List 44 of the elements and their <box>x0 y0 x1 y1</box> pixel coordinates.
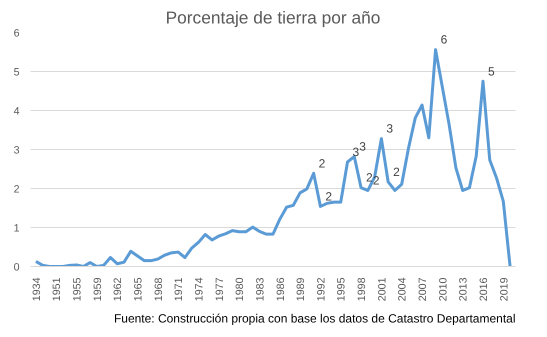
x-tick-label: 2004 <box>396 277 409 302</box>
data-label: 3 <box>359 140 366 154</box>
x-tick-label: 1989 <box>295 277 308 302</box>
x-tick-label: 1959 <box>92 277 104 302</box>
data-label: 3 <box>386 122 394 136</box>
x-tick-label: 2016 <box>478 277 490 302</box>
chart-title: Porcentaje de tierra por año <box>166 8 380 28</box>
x-tick-label: 1951 <box>51 277 64 302</box>
x-tick-label: 1968 <box>152 277 165 302</box>
x-tick-label: 1974 <box>193 277 206 302</box>
x-tick-label: 1965 <box>132 277 145 302</box>
y-tick-label: 1 <box>14 222 20 234</box>
x-tick-label: 2007 <box>417 277 430 302</box>
data-label: 2 <box>318 156 326 170</box>
x-tick-label: 1971 <box>173 277 186 302</box>
y-tick-label: 0 <box>14 262 20 274</box>
x-tick-label: 2010 <box>437 277 450 302</box>
x-tick-label: 1962 <box>112 277 124 302</box>
y-tick-label: 3 <box>14 144 20 156</box>
x-tick-label: 1995 <box>336 277 348 302</box>
data-label: 2 <box>393 164 400 179</box>
x-tick-label: 1983 <box>254 277 266 302</box>
data-label: 6 <box>440 32 448 47</box>
source-note: Fuente: Construcción propia con base los datos de Catastro Departamental <box>114 312 516 326</box>
data-label: 2 <box>325 189 332 204</box>
x-tick-label: 1980 <box>234 277 246 302</box>
x-tick-label: 1955 <box>72 277 84 302</box>
line-series <box>34 48 512 266</box>
x-tick-label: 1998 <box>356 277 368 302</box>
x-tick-label: 2001 <box>376 277 388 302</box>
x-tick-label: 1992 <box>315 277 328 302</box>
y-tick-label: 4 <box>14 106 20 118</box>
x-tick-label: 1986 <box>274 277 287 302</box>
x-tick-label: 2013 <box>458 277 470 302</box>
data-label: 2 <box>366 170 374 185</box>
data-label: 2 <box>372 173 380 188</box>
y-tick-label: 5 <box>14 66 20 78</box>
x-tick-label: 1977 <box>214 277 226 302</box>
x-tick-label: 2019 <box>498 277 510 302</box>
data-label: 3 <box>352 144 360 159</box>
x-tick-label: 1934 <box>30 277 43 302</box>
data-label: 5 <box>488 64 495 78</box>
y-tick-label: 6 <box>14 28 20 40</box>
y-tick-label: 2 <box>14 184 20 196</box>
